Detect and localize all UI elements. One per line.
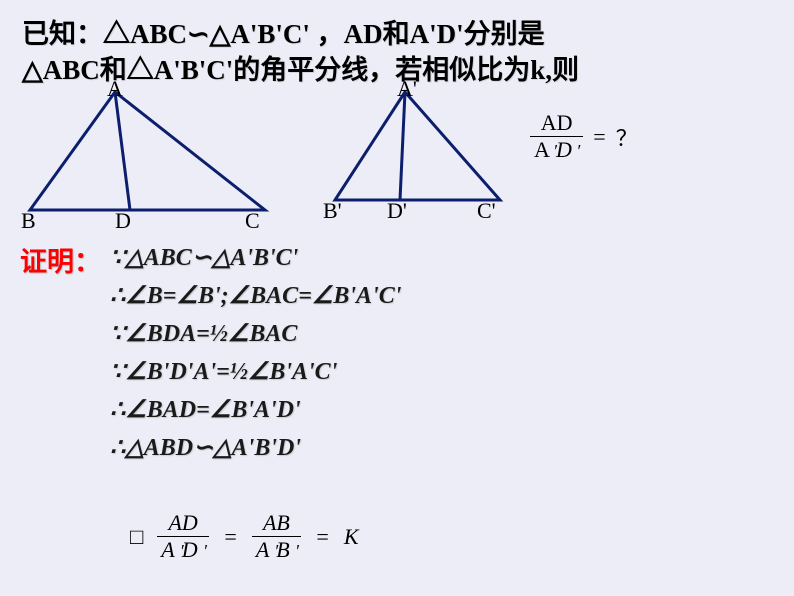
- label-D: D: [115, 208, 131, 234]
- problem-line-1: 已知：△ABC∽△A'B'C' ，AD和A'D'分别是: [22, 12, 545, 51]
- triangles-svg: [15, 80, 535, 240]
- label-C: C: [245, 208, 260, 234]
- label-B-prime: B': [323, 198, 342, 224]
- proof-line-6: ∴△ABD∽△A'B'D': [110, 430, 401, 466]
- proof-label: 证明：: [20, 240, 101, 279]
- proof-body: ∵△ABC∽△A'B'C' ∴∠B=∠B';∠BAC=∠B'A'C' ∵∠BDA…: [110, 240, 401, 468]
- equals-1: =: [223, 524, 238, 550]
- fraction-ad: AD A ′D ′: [157, 510, 209, 563]
- therefore-symbol: □: [130, 524, 143, 550]
- proof-line-5: ∴∠BAD=∠B'A'D': [110, 392, 401, 428]
- triangle-abc: [30, 92, 265, 210]
- f2-num: AB: [252, 510, 301, 537]
- diagram-area: A B C D A' B' C' D': [15, 80, 775, 240]
- final-conclusion: □ AD A ′D ′ = AB A ′B ′ = K: [130, 510, 359, 563]
- label-A-prime: A': [397, 76, 417, 102]
- f1-den: A ′D ′: [157, 537, 209, 563]
- f2-den: A ′B ′: [252, 537, 301, 563]
- question-mark: ？: [616, 121, 638, 153]
- label-C-prime: C': [477, 198, 496, 224]
- proof-line-1: ∵△ABC∽△A'B'C': [110, 240, 401, 276]
- k-value: K: [344, 524, 359, 550]
- fraction-ad-aprime-dprime: AD A ′D ′: [530, 110, 583, 163]
- equals-2: =: [315, 524, 330, 550]
- label-B: B: [21, 208, 36, 234]
- triangle-abc-prime: [335, 92, 500, 200]
- label-D-prime: D': [387, 198, 407, 224]
- label-A: A: [107, 76, 123, 102]
- fraction-ab: AB A ′B ′: [252, 510, 301, 563]
- proof-line-2: ∴∠B=∠B';∠BAC=∠B'A'C': [110, 278, 401, 314]
- fraction-den: A ′D ′: [530, 137, 583, 163]
- proof-line-4: ∵∠B'D'A'=½∠B'A'C': [110, 354, 401, 390]
- fraction-num: AD: [530, 110, 583, 137]
- question-expression: AD A ′D ′ = ？: [530, 110, 638, 163]
- proof-line-3: ∵∠BDA=½∠BAC: [110, 316, 401, 352]
- f1-num: AD: [157, 510, 209, 537]
- bisector-ad: [115, 92, 130, 210]
- bisector-ad-prime: [400, 92, 405, 200]
- equals-sign: =: [593, 124, 605, 150]
